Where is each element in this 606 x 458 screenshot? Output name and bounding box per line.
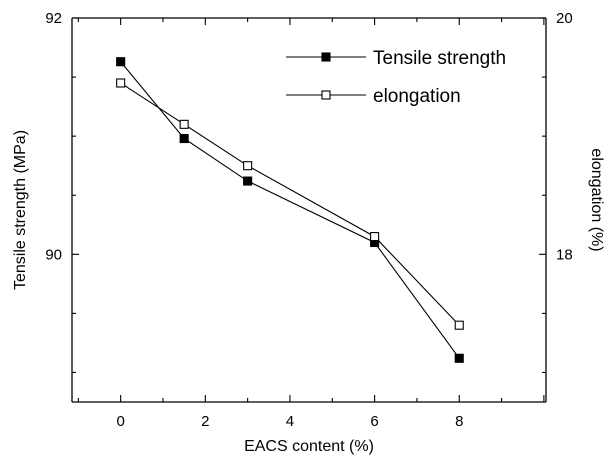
legend-marker xyxy=(321,90,331,100)
x-tick-label: 2 xyxy=(201,413,209,430)
series-1 xyxy=(116,78,464,330)
data-point xyxy=(454,320,464,330)
x-tick-label: 4 xyxy=(286,413,294,430)
y-right-tick-label: 18 xyxy=(556,246,573,263)
data-point xyxy=(370,232,380,242)
series-layer xyxy=(116,57,464,363)
y-right-tick-label: 20 xyxy=(556,10,573,27)
axis-ticks xyxy=(72,17,546,402)
legend-item: elongation xyxy=(286,86,461,107)
data-point xyxy=(116,57,126,67)
axis-tick-labels: 0 2 4 6 8 90 92 18 20 xyxy=(45,10,572,430)
y-left-tick-label: 90 xyxy=(45,246,62,263)
x-axis-title: EACS content (%) xyxy=(244,438,374,455)
x-tick-label: 0 xyxy=(116,413,124,430)
data-point xyxy=(454,353,464,363)
x-tick-label: 6 xyxy=(370,413,378,430)
data-point xyxy=(243,161,253,171)
y-axis-right-title: elongation (%) xyxy=(588,148,605,251)
legend-item: Tensile strength xyxy=(286,48,506,69)
legend-label: Tensile strength xyxy=(373,48,506,69)
legend-marker xyxy=(321,52,331,62)
legend-label: elongation xyxy=(373,86,461,107)
data-point xyxy=(116,78,126,88)
data-point xyxy=(179,133,189,144)
y-left-tick-label: 92 xyxy=(45,10,62,27)
legend: Tensile strength elongation xyxy=(286,48,506,107)
data-point xyxy=(243,176,253,186)
data-point xyxy=(179,119,189,129)
x-tick-label: 8 xyxy=(455,413,463,430)
series-0 xyxy=(116,57,464,363)
y-axis-left-title: Tensile strength (MPa) xyxy=(12,130,29,290)
plot-frame xyxy=(71,17,547,403)
